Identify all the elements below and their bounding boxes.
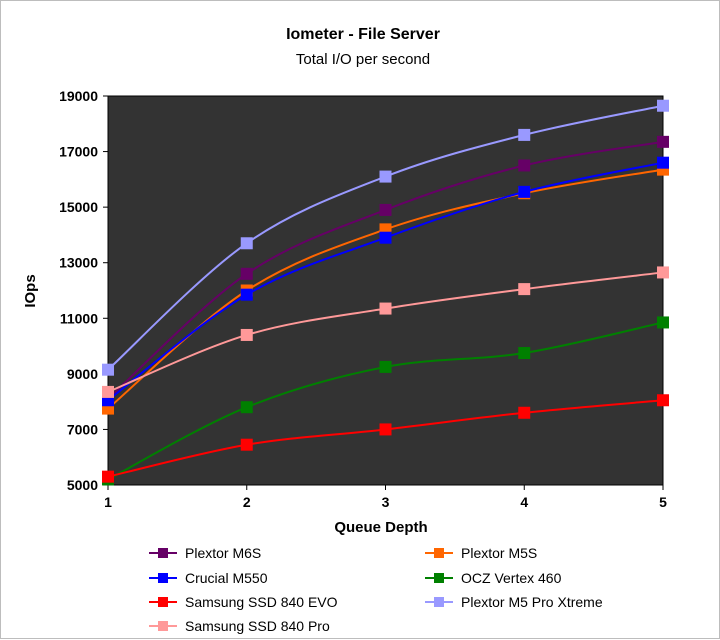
legend-item: Plextor M5S — [425, 545, 537, 561]
data-point — [657, 156, 669, 169]
data-point — [240, 401, 253, 414]
legend-item: Crucial M550 — [149, 570, 268, 586]
legend-swatch-marker — [434, 548, 444, 558]
data-point — [102, 363, 114, 376]
y-tick-label: 5000 — [67, 477, 98, 493]
data-point — [518, 185, 531, 198]
data-point — [657, 394, 669, 407]
series-2 — [102, 156, 669, 407]
series-6 — [102, 266, 669, 398]
data-point — [518, 128, 531, 141]
chart-title: Iometer - File Server — [286, 26, 440, 43]
legend-swatch-marker — [158, 548, 168, 558]
data-point — [102, 385, 114, 398]
chart-subtitle: Total I/O per second — [296, 51, 430, 68]
legend-label: Samsung SSD 840 EVO — [185, 594, 338, 610]
y-tick-label: 19000 — [59, 88, 98, 104]
legend-label: Crucial M550 — [185, 570, 268, 586]
data-point — [240, 438, 253, 451]
data-point — [518, 347, 531, 360]
data-point — [657, 135, 669, 148]
y-tick-label: 9000 — [67, 366, 98, 382]
data-point — [379, 170, 392, 183]
legend-item: Samsung SSD 840 EVO — [149, 594, 338, 610]
data-point — [657, 266, 669, 279]
y-tick-label: 13000 — [59, 255, 98, 271]
x-tick-label: 3 — [382, 494, 390, 510]
data-point — [240, 267, 253, 280]
series-layer — [102, 99, 669, 486]
data-point — [379, 360, 392, 373]
data-point — [379, 231, 392, 244]
legend-label: Plextor M6S — [185, 545, 261, 561]
legend-item: OCZ Vertex 460 — [425, 570, 562, 586]
data-point — [379, 302, 392, 315]
y-axis: 5000 7000 9000 11000 13000 15000 17000 19000 — [59, 88, 109, 493]
x-axis: 1 2 3 4 5 — [104, 484, 667, 510]
data-point — [102, 470, 114, 483]
series-4 — [102, 394, 669, 483]
x-tick-label: 4 — [520, 494, 528, 510]
x-tick-label: 2 — [243, 494, 251, 510]
x-tick-label: 1 — [104, 494, 112, 510]
data-point — [518, 159, 531, 172]
legend-item: Samsung SSD 840 Pro — [149, 618, 330, 634]
data-point — [657, 316, 669, 329]
legend-item: Plextor M5 Pro Xtreme — [425, 594, 603, 610]
data-point — [379, 203, 392, 216]
plot-area — [107, 95, 664, 486]
y-axis-title: IOps — [22, 274, 39, 307]
data-point — [657, 99, 669, 112]
legend-swatch-marker — [158, 621, 168, 631]
data-point — [240, 288, 253, 301]
legend-label: OCZ Vertex 460 — [461, 570, 562, 586]
y-tick-label: 7000 — [67, 421, 98, 437]
x-tick-label: 5 — [659, 494, 667, 510]
y-tick-label: 17000 — [59, 144, 98, 160]
data-point — [379, 423, 392, 436]
x-axis-title: Queue Depth — [334, 519, 427, 536]
legend: Plextor M6S Plextor M5S Crucial M550 OCZ Ve… — [149, 545, 603, 634]
data-point — [240, 328, 253, 341]
y-tick-label: 15000 — [59, 199, 98, 215]
legend-item: Plextor M6S — [149, 545, 261, 561]
legend-swatch-marker — [434, 597, 444, 607]
y-tick-label: 11000 — [60, 310, 98, 326]
legend-swatch-marker — [434, 573, 444, 583]
data-point — [518, 406, 531, 419]
data-point — [240, 237, 253, 250]
data-point — [518, 283, 531, 296]
series-5 — [102, 99, 669, 376]
legend-swatch-marker — [158, 597, 168, 607]
legend-label: Samsung SSD 840 Pro — [185, 618, 330, 634]
legend-swatch-marker — [158, 573, 168, 583]
legend-label: Plextor M5S — [461, 545, 537, 561]
legend-label: Plextor M5 Pro Xtreme — [461, 594, 603, 610]
